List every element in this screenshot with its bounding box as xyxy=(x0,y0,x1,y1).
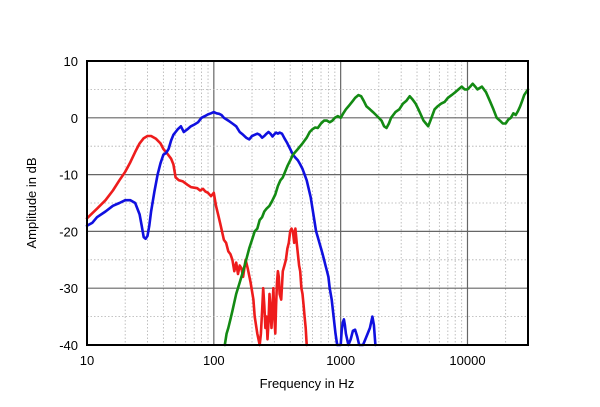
x-tick-label: 10 xyxy=(80,353,94,368)
x-tick-label: 10000 xyxy=(449,353,485,368)
y-tick-labels: 10 0 -10 -20 -30 -40 xyxy=(59,54,78,353)
y-tick-label: 10 xyxy=(64,54,78,69)
y-tick-label: 0 xyxy=(71,111,78,126)
grid xyxy=(87,61,528,345)
x-axis-label: Frequency in Hz xyxy=(260,376,355,391)
x-tick-labels: 10 100 1000 10000 xyxy=(80,353,486,368)
y-tick-label: -40 xyxy=(59,338,78,353)
y-axis-label: Amplitude in dB xyxy=(24,157,39,248)
plot-frame xyxy=(86,60,529,346)
x-tick-label: 1000 xyxy=(326,353,355,368)
y-tick-label: -10 xyxy=(59,168,78,183)
y-tick-label: -30 xyxy=(59,281,78,296)
x-tick-label: 100 xyxy=(203,353,225,368)
green-series-line xyxy=(223,82,530,347)
y-tick-label: -20 xyxy=(59,224,78,239)
red-series-line xyxy=(85,134,309,347)
